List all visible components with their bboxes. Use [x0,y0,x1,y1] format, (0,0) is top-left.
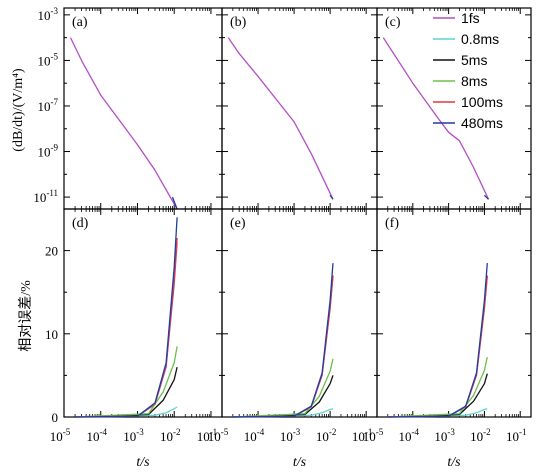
series-line-1fs [387,275,488,418]
series-line-5ms [387,373,488,418]
series-line-100ms [232,275,334,418]
y-tick-label: 10-3 [38,6,59,23]
series-line-100ms [387,275,488,418]
series-line-8ms [232,358,334,418]
series-line-1fs [232,275,334,418]
legend-label: 8ms [461,73,487,89]
x-tick-label: 10-2 [470,427,491,444]
series-line-1fs [75,242,178,418]
x-tick-label: 10-1 [506,427,527,444]
series-line-480ms [329,194,334,200]
x-tick-label: 10-2 [316,427,337,444]
series-line-8ms [75,346,178,418]
panel-c: (c) [376,7,532,210]
y-tick-label: 10-9 [38,143,59,160]
x-tick-label: 10-4 [399,427,420,444]
y-tick-label: 10-5 [38,51,59,68]
series-line-5ms [75,366,178,418]
panel-label: (e) [230,216,246,231]
panel-label: (f) [385,216,399,231]
panel-b: (b) [221,7,378,210]
legend-label: 1fs [461,10,480,26]
y-tick-label: 20 [45,244,58,259]
series-line-5ms [232,375,334,418]
x-tick-label: 10-3 [280,427,301,444]
panel-frame [376,7,532,210]
x-tick-label: 10-5 [363,427,384,444]
x-axis-label: t/s [447,455,461,470]
x-axis-label: t/s [293,455,307,470]
series-line-480ms [483,194,489,200]
panel-frame [63,208,223,418]
x-axis-label: t/s [136,455,150,470]
series-line-100ms [75,238,178,418]
panel-frame [221,208,378,418]
series-line-480ms [387,263,488,418]
panel-label: (a) [72,15,88,30]
x-tick-label: 10-5 [50,427,71,444]
bottom-y-axis-label: 相对误差/% [18,280,34,352]
series-line-1fs [227,37,334,200]
x-tick-label: 10-4 [86,427,107,444]
panel-label: (b) [230,15,247,30]
panel-frame [376,208,532,418]
panel-f: 10-5 10-4 10-3 10-2 10-1 t/s (f) [363,208,532,470]
y-tick-label: 10 [45,327,58,342]
legend-label: 0.8ms [461,31,499,47]
y-tick-label: 10-11 [33,188,58,205]
y-tick-label: 10-7 [38,97,59,114]
panel-a: 10-3 10-5 10-7 10-9 10-11 (a) [33,6,223,210]
series-line-8ms [387,356,488,418]
legend: 1fs 0.8ms 5ms 8ms 100ms 480ms [433,10,503,131]
legend-label: 5ms [461,52,487,68]
legend-label: 100ms [461,94,503,110]
legend-label: 480ms [461,115,503,131]
panel-frame [63,7,223,210]
panel-frame [221,7,378,210]
series-line-1fs [69,37,178,210]
x-tick-label: 10-4 [244,427,265,444]
panel-label: (c) [385,15,401,30]
series-line-480ms [232,263,334,418]
series-line-480ms [171,196,178,210]
series-line-1fs [382,37,490,200]
panel-label: (d) [72,216,89,231]
series-line-480ms [75,217,178,418]
x-tick-label: 10-3 [434,427,455,444]
y-tick-label: 0 [52,410,59,425]
panel-e: 10-5 10-4 10-3 10-2 10-1t/s(e) [208,208,378,470]
x-tick-label: 10-5 [208,427,229,444]
top-y-axis-label: (dB/dt)/(V/m⁴) [11,68,26,152]
x-tick-label: 10-2 [160,427,181,444]
x-tick-label: 10-3 [123,427,144,444]
